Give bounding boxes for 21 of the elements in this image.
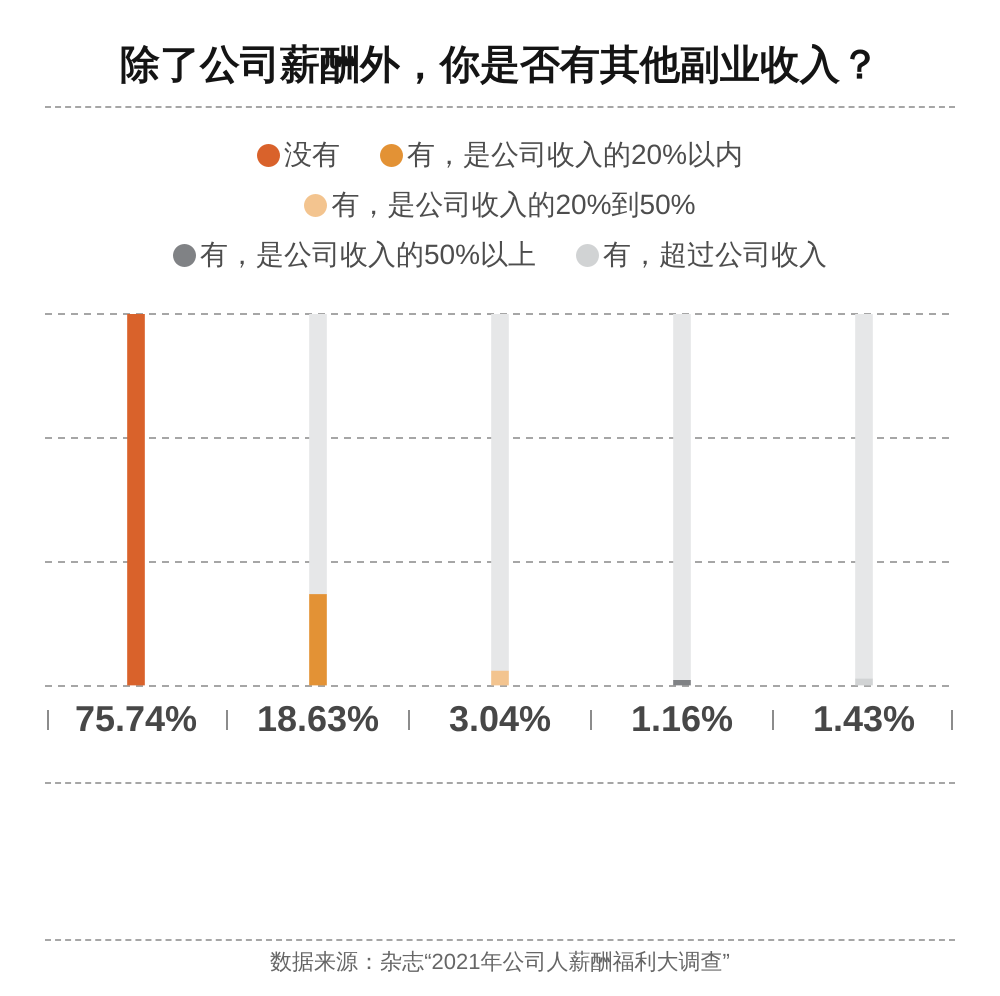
chart-title: 除了公司薪酬外，你是否有其他副业收入？ [119,42,881,89]
legend-label: 有，是公司收入的20%以内 [406,138,744,172]
bar [309,594,327,686]
bar [855,678,873,686]
bar [673,314,691,681]
bar [673,680,691,686]
bar [855,314,873,680]
legend-label: 没有 [284,138,340,172]
bar [491,314,509,672]
data-label: 18.63% [256,698,380,739]
data-label: 3.04% [448,698,552,739]
source-note: 数据来源：杂志“2021年公司人薪酬福利大调查” [269,948,731,976]
bar [127,314,145,686]
legend-label: 有，超过公司收入 [603,238,828,272]
data-label: 1.43% [812,698,916,739]
data-label: 75.74% [74,698,198,739]
legend-label: 有，是公司收入的50%以上 [200,238,536,272]
bar [491,670,509,686]
bar [309,314,327,595]
data-label: 1.16% [630,698,734,739]
legend-label: 有，是公司收入的20%到50% [331,188,696,222]
